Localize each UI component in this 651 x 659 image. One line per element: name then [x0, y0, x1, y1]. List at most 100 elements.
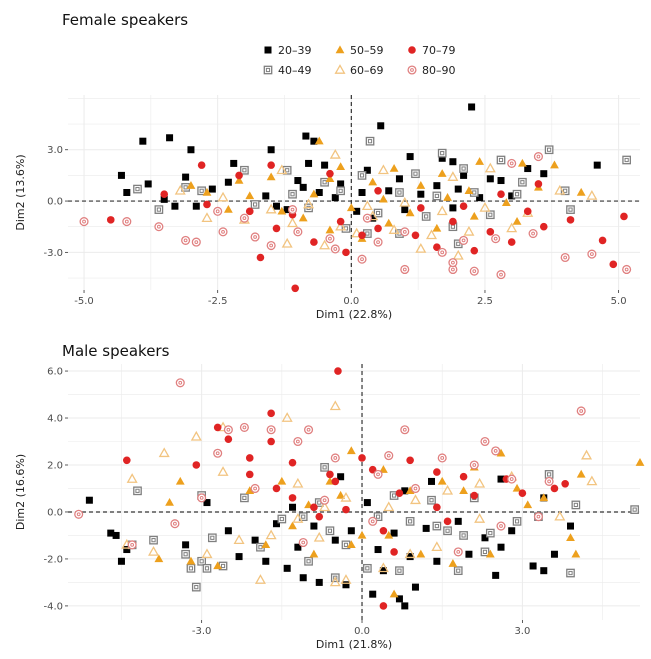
point-20-39 — [182, 541, 190, 549]
point-20-39 — [272, 202, 280, 210]
male-speakers-plot: -3.0 0.0 3.0 -4.0 -2.0 0.0 2.0 4.0 6.0 Dim1 (21.8… — [14, 364, 645, 651]
point-20-39 — [283, 564, 291, 572]
point-20-39 — [299, 574, 307, 582]
point-80-90 — [437, 247, 447, 257]
point-20-39 — [294, 177, 302, 185]
point-50-59 — [437, 169, 447, 177]
point-60-69 — [447, 171, 459, 181]
legend-label-50-59: 50–59 — [350, 44, 384, 57]
point-80-90 — [320, 495, 330, 505]
point-80-90 — [298, 537, 308, 548]
point-70-79 — [336, 217, 345, 226]
point-70-79 — [406, 456, 414, 465]
point-20-39 — [203, 499, 211, 507]
point-80-90 — [191, 237, 201, 247]
point-40-49 — [250, 200, 260, 209]
point-50-59 — [346, 446, 356, 455]
point-20-39 — [353, 207, 361, 215]
point-50-59 — [566, 533, 575, 541]
point-50-59 — [309, 549, 319, 558]
point-80-90 — [170, 519, 180, 529]
point-50-59 — [277, 206, 287, 215]
point-20-39 — [417, 190, 425, 198]
point-20-39 — [411, 583, 419, 591]
point-20-39 — [567, 522, 575, 530]
point-20-39 — [267, 146, 275, 154]
point-80-90 — [400, 264, 410, 275]
point-70-79 — [272, 484, 281, 493]
point-80-90 — [622, 264, 632, 275]
y-tick-label: -2.0 — [43, 554, 63, 565]
point-20-39 — [369, 590, 377, 598]
legend-item-50-59: 50–59 — [335, 44, 384, 57]
point-80-90 — [587, 249, 597, 259]
point-50-59 — [405, 486, 415, 495]
point-80-90 — [266, 425, 276, 435]
point-70-79 — [550, 484, 559, 493]
point-80-90 — [459, 235, 469, 245]
point-20-39 — [144, 180, 152, 188]
point-60-69 — [281, 237, 293, 248]
point-40-49 — [421, 212, 431, 221]
point-40-49 — [427, 495, 436, 505]
point-70-79 — [470, 491, 479, 500]
y-tick-label: 0.0 — [47, 197, 63, 208]
point-80-90 — [528, 229, 538, 239]
point-70-79 — [245, 454, 254, 462]
point-40-49 — [544, 145, 554, 155]
point-80-90 — [507, 474, 517, 484]
point-50-59 — [325, 174, 335, 183]
point-50-59 — [186, 181, 196, 189]
point-20-39 — [401, 206, 409, 214]
point-50-59 — [437, 476, 447, 485]
point-60-69 — [201, 212, 213, 223]
point-40-49 — [459, 164, 468, 173]
point-70-79 — [123, 456, 131, 465]
point-70-79 — [539, 222, 548, 231]
point-80-90 — [384, 451, 394, 461]
point-20-39 — [331, 536, 339, 544]
point-40-49 — [288, 189, 297, 199]
point-50-59 — [512, 483, 522, 492]
legend-key-40-49-marker — [263, 65, 273, 75]
point-60-69 — [201, 548, 213, 559]
point-50-59 — [175, 476, 185, 485]
point-60-69 — [452, 249, 464, 260]
legend-item-70-79: 70–79 — [408, 44, 456, 57]
point-50-59 — [379, 465, 388, 473]
point-50-59 — [459, 486, 468, 495]
point-70-79 — [245, 470, 254, 479]
point-40-49 — [207, 533, 217, 543]
point-20-39 — [230, 159, 238, 167]
point-50-59 — [384, 530, 394, 539]
point-20-39 — [406, 553, 414, 561]
point-40-49 — [336, 186, 345, 196]
point-40-49 — [191, 582, 201, 592]
point-60-69 — [303, 198, 315, 209]
point-70-79 — [326, 169, 334, 178]
point-50-59 — [389, 589, 399, 598]
point-80-90 — [330, 453, 340, 463]
series-70-79 — [106, 161, 628, 293]
point-60-69 — [361, 200, 373, 211]
point-40-49 — [357, 171, 367, 180]
point-40-49 — [395, 188, 404, 197]
point-60-69 — [581, 449, 593, 460]
point-20-39 — [182, 173, 190, 181]
point-80-90 — [357, 254, 367, 264]
point-60-69 — [383, 501, 395, 512]
point-60-69 — [404, 548, 416, 559]
point-80-90 — [266, 240, 276, 251]
point-60-69 — [217, 466, 229, 476]
point-80-90 — [469, 266, 479, 276]
point-40-49 — [518, 177, 527, 187]
point-40-49 — [512, 189, 522, 199]
point-60-69 — [474, 477, 486, 488]
point-60-69 — [217, 191, 229, 202]
point-80-90 — [239, 422, 249, 432]
point-80-90 — [496, 270, 506, 280]
point-70-79 — [192, 461, 201, 469]
point-40-49 — [395, 566, 404, 576]
point-70-79 — [256, 253, 265, 262]
point-40-49 — [149, 535, 158, 545]
